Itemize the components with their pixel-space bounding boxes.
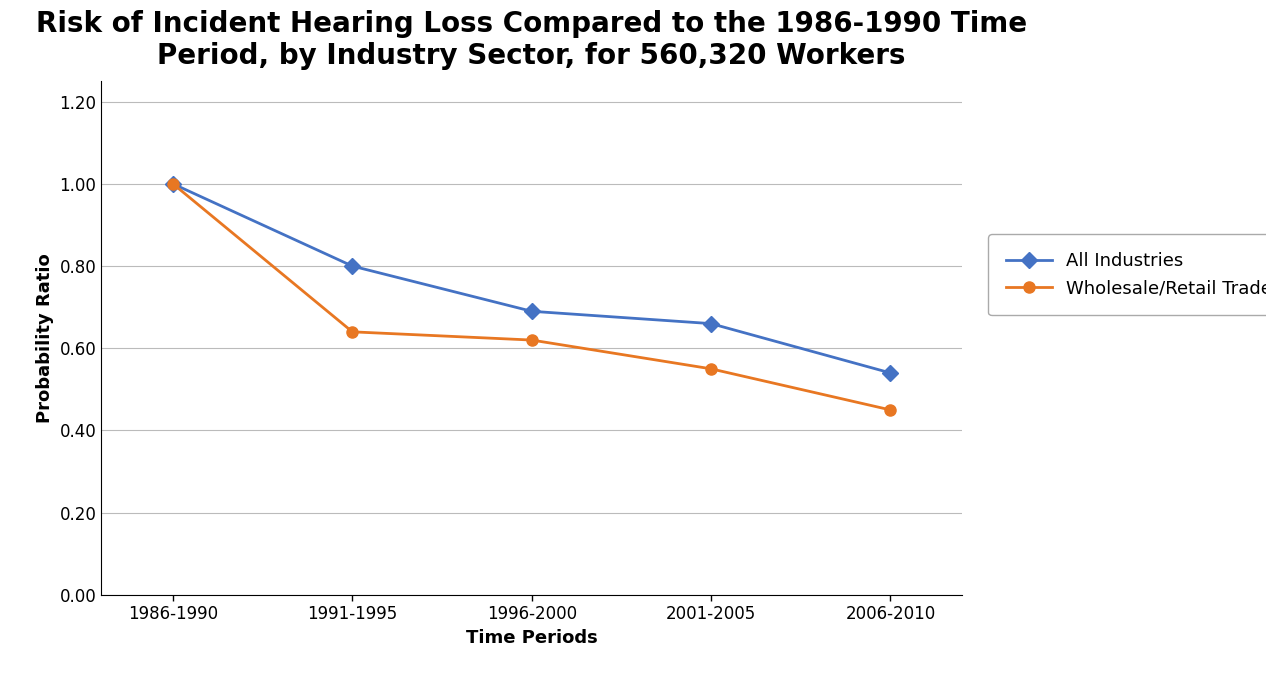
Wholesale/Retail Trade: [344, 328, 360, 336]
All Industries: [344, 262, 360, 270]
Line: Wholesale/Retail Trade: Wholesale/Retail Trade: [167, 178, 896, 416]
All Industries: [704, 320, 719, 328]
Wholesale/Retail Trade: [524, 336, 539, 344]
X-axis label: Time Periods: Time Periods: [466, 629, 598, 647]
Wholesale/Retail Trade: [882, 406, 898, 414]
All Industries: [166, 180, 181, 188]
Title: Risk of Incident Hearing Loss Compared to the 1986-1990 Time
Period, by Industry: Risk of Incident Hearing Loss Compared t…: [37, 10, 1027, 70]
Line: All Industries: All Industries: [167, 178, 896, 379]
Y-axis label: Probability Ratio: Probability Ratio: [35, 253, 54, 423]
Wholesale/Retail Trade: [704, 365, 719, 373]
All Industries: [882, 369, 898, 377]
Legend: All Industries, Wholesale/Retail Trade: All Industries, Wholesale/Retail Trade: [989, 234, 1266, 315]
All Industries: [524, 307, 539, 315]
Wholesale/Retail Trade: [166, 180, 181, 188]
